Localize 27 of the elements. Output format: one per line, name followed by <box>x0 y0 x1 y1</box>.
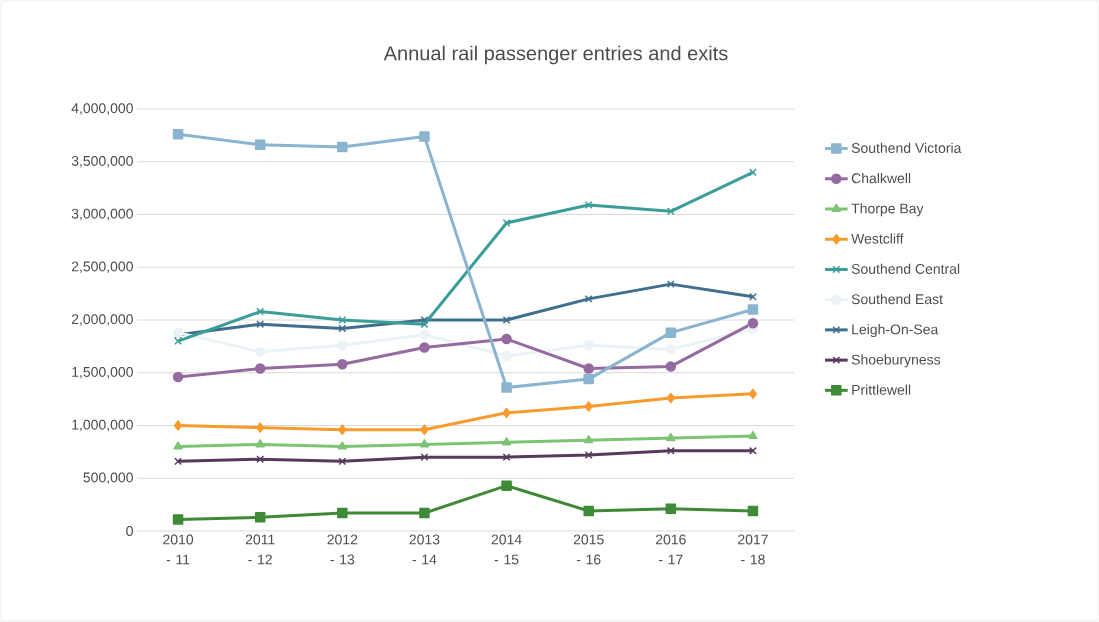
y-tick-label: 3,500,000 <box>71 155 133 168</box>
y-tick-label: 3,000,000 <box>71 208 133 221</box>
y-tick-label: 1,000,000 <box>72 419 133 432</box>
x-tick-label: 2013 - 14 <box>409 534 440 565</box>
y-tick-label: 4,000,000 <box>71 103 133 115</box>
x-tick-label: 2015 - 16 <box>573 534 604 565</box>
chart-title: Annual rail passenger entries and exits <box>383 45 728 65</box>
x-tick-label: 2012 - 13 <box>327 534 358 565</box>
x-tick-label: 2014 - 15 <box>491 534 522 565</box>
y-tick-label: 0 <box>126 526 133 536</box>
y-tick-label: 2,000,000 <box>71 314 133 326</box>
x-tick-label: 2016 - 17 <box>655 534 686 565</box>
x-tick-label: 2010 - 11 <box>163 534 194 565</box>
y-tick-label: 1,500,000 <box>72 366 133 379</box>
x-tick-label: 2011 - 12 <box>245 534 275 565</box>
legend-label: Chalkwell <box>851 172 911 184</box>
legend-label: Shoeburyness <box>851 354 941 368</box>
legend-label: Prittlewell <box>852 384 911 395</box>
legend-label: Westcliff <box>851 233 904 244</box>
legend-label: Thorpe Bay <box>851 203 924 217</box>
legend-label: Southend Central <box>851 263 960 274</box>
x-tick-label: 2017 - 18 <box>738 534 768 565</box>
y-tick-label: 500,000 <box>83 472 133 485</box>
legend-label: Southend East <box>851 293 943 305</box>
legend-label: Southend Victoria <box>851 142 962 154</box>
legend-label: Leigh-On-Sea <box>852 324 939 338</box>
y-tick-label: 2,500,000 <box>71 261 133 274</box>
